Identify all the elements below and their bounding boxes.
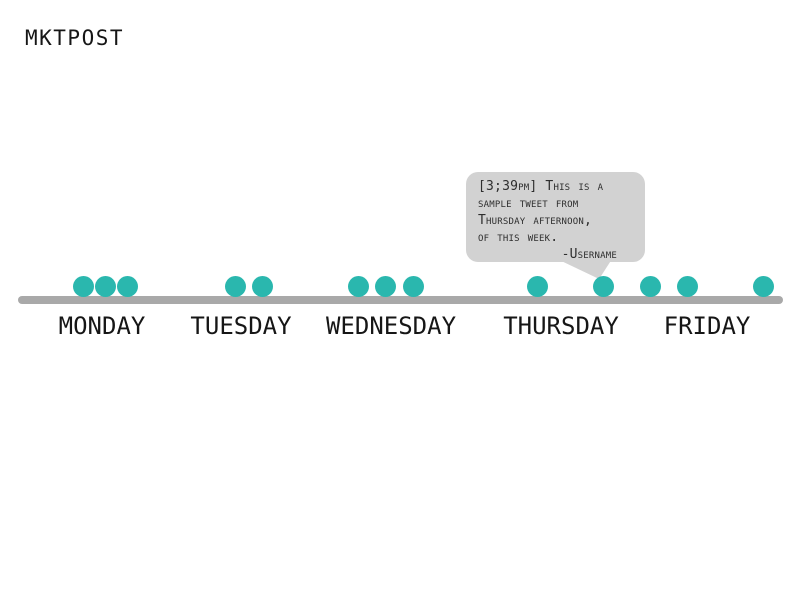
post-dot[interactable] [72,276,94,297]
post-dot[interactable] [592,276,614,297]
post-dot[interactable] [374,276,396,297]
tooltip-signature: -Username [561,247,617,262]
post-dot[interactable] [526,276,548,297]
day-label-monday: MONDAY [58,312,146,340]
tooltip-text: [3;39pm] This is a sample tweet from Thurs… [478,178,645,246]
tooltip-line: Thursday afternoon, [478,213,592,228]
logo: MKTPOST [25,26,125,50]
day-label-friday: FRIDAY [663,312,751,340]
post-dot[interactable] [224,276,246,297]
post-dot[interactable] [676,276,698,297]
tooltip-line: sample tweet from [478,196,579,211]
day-label-wednesday: WEDNESDAY [325,312,457,340]
day-label-thursday: THURSDAY [503,312,619,340]
post-dot[interactable] [251,276,273,297]
tooltip-line: of this week. [478,230,559,245]
tooltip-line: [3;39pm] This is a [478,179,604,194]
post-dot[interactable] [639,276,661,297]
post-dot[interactable] [752,276,774,297]
post-dot[interactable] [94,276,116,297]
day-label-tuesday: TUESDAY [190,312,292,340]
timeline-axis [18,296,783,304]
tooltip-bubble: [3;39pm] This is a sample tweet from Thurs… [466,172,645,262]
post-dot[interactable] [116,276,138,297]
post-dot[interactable] [402,276,424,297]
post-dot[interactable] [347,276,369,297]
